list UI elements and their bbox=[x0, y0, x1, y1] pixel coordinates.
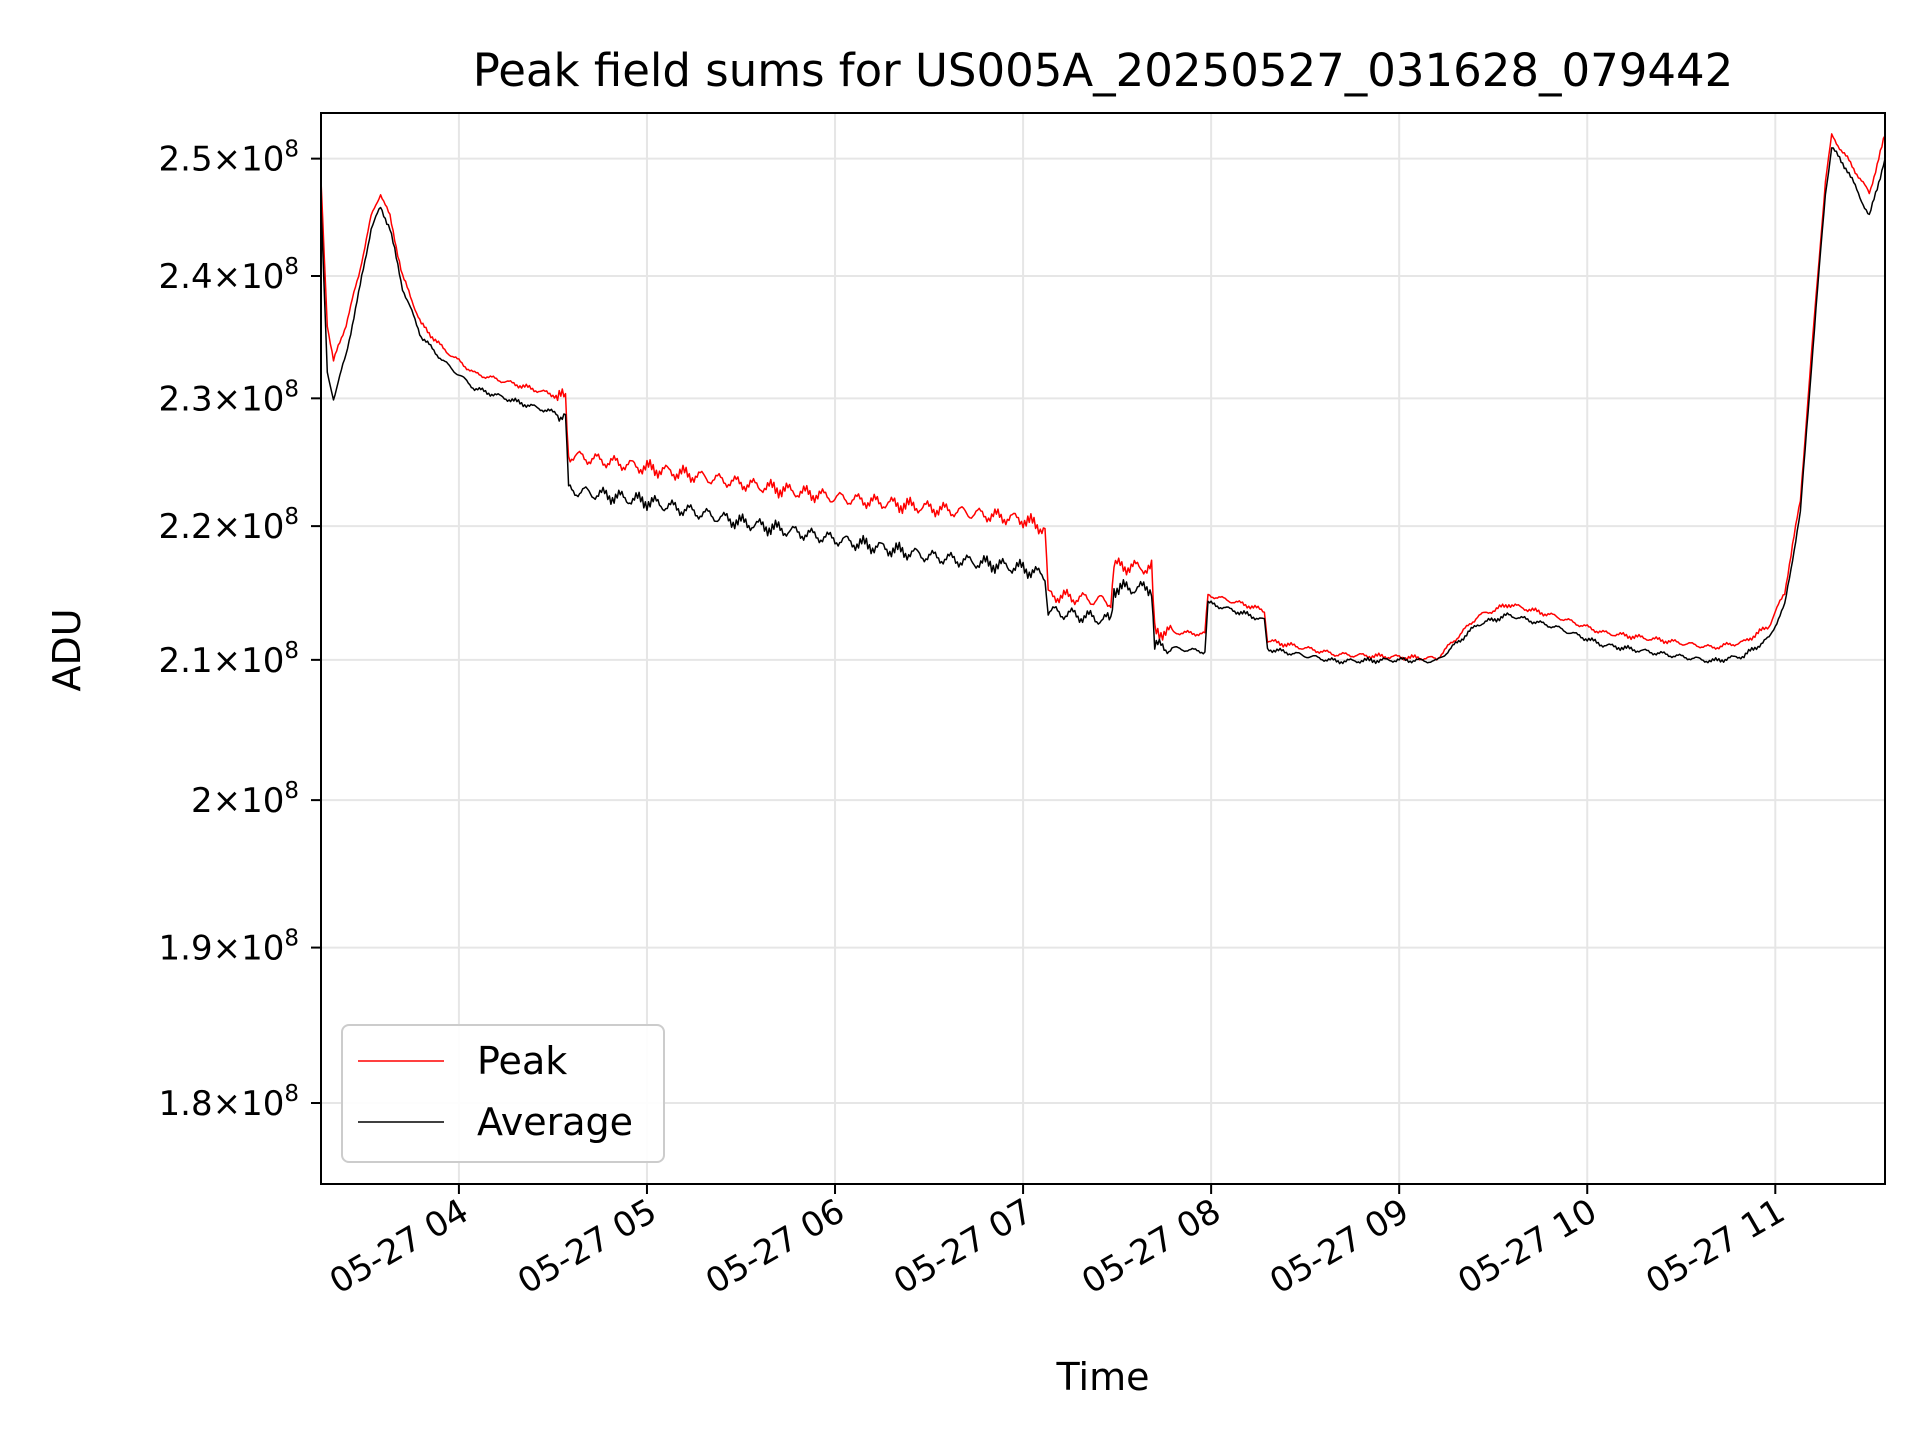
legend: Peak Average bbox=[341, 1024, 665, 1163]
y-tick-label: 2.2×108 bbox=[159, 504, 299, 547]
series-line-average bbox=[320, 147, 1886, 665]
legend-label-average: Average bbox=[477, 1100, 633, 1144]
y-tick-label: 2×108 bbox=[191, 778, 299, 821]
chart-title: Peak field sums for US005A_20250527_0316… bbox=[473, 44, 1734, 97]
y-tick-label: 2.5×108 bbox=[159, 137, 299, 180]
x-axis-label: Time bbox=[1056, 1355, 1150, 1399]
legend-box bbox=[341, 1024, 665, 1163]
y-tick-label: 1.8×108 bbox=[159, 1081, 299, 1124]
plot-frame bbox=[320, 112, 1886, 1185]
y-tick-label: 1.9×108 bbox=[159, 926, 299, 969]
grid bbox=[321, 113, 1885, 1184]
y-tick-label: 2.1×108 bbox=[159, 638, 299, 681]
y-axis: 1.8×108 1.9×108 2×108 2.1×108 2.2×108 2.3×108… bbox=[159, 137, 321, 1124]
series-layer bbox=[320, 133, 1886, 665]
legend-label-peak: Peak bbox=[477, 1039, 567, 1083]
y-tick-label: 2.3×108 bbox=[159, 376, 299, 419]
y-axis-label: ADU bbox=[45, 608, 89, 691]
series-line-peak bbox=[320, 133, 1886, 662]
y-tick-label: 2.4×108 bbox=[159, 254, 299, 297]
